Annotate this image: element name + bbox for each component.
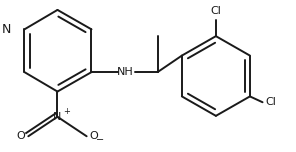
Text: Cl: Cl (210, 6, 221, 16)
Text: Cl: Cl (266, 97, 276, 107)
Text: N: N (53, 112, 62, 122)
Text: O: O (17, 131, 25, 141)
Text: O: O (90, 131, 98, 141)
Text: −: − (96, 135, 104, 145)
Text: N: N (1, 23, 11, 36)
Text: +: + (63, 107, 70, 116)
Text: NH: NH (117, 67, 134, 77)
